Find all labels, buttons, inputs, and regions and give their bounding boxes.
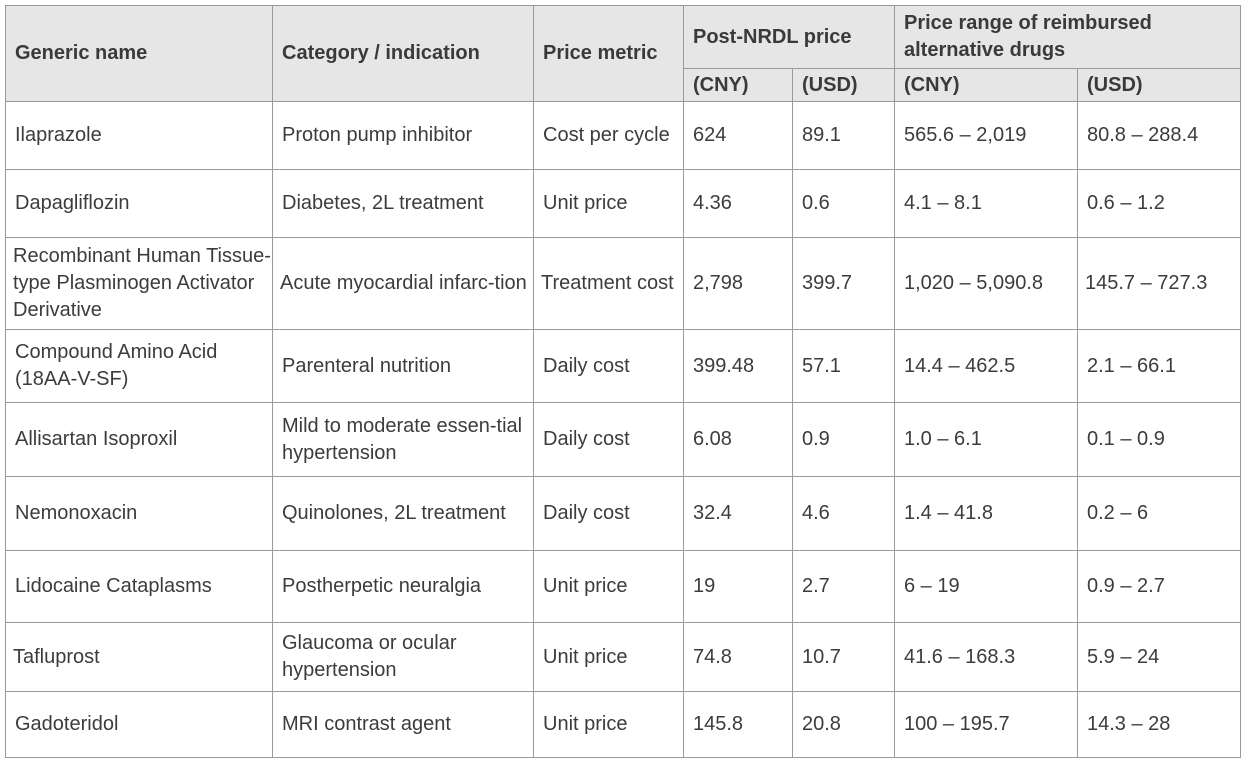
cell-price-metric: Daily cost (533, 329, 684, 403)
cell-price-metric: Unit price (533, 550, 684, 623)
cell-price-metric: Unit price (533, 691, 684, 758)
cell-alt-usd: 0.2 – 6 (1077, 476, 1241, 551)
header-category: Category / indication (272, 5, 534, 102)
cell-alt-usd: 5.9 – 24 (1077, 622, 1241, 692)
drug-price-table: Generic name Category / indication Price… (5, 5, 1241, 758)
cell-category: Mild to moderate essen-tial hypertension (272, 402, 534, 477)
cell-alt-cny: 100 – 195.7 (894, 691, 1078, 758)
cell-post-usd: 89.1 (792, 101, 895, 170)
table-row: Allisartan Isoproxil Mild to moderate es… (5, 402, 1241, 477)
cell-post-usd: 2.7 (792, 550, 895, 623)
cell-category: Proton pump inhibitor (272, 101, 534, 170)
table-row: Lidocaine Cataplasms Postherpetic neural… (5, 550, 1241, 623)
cell-post-cny: 399.48 (683, 329, 793, 403)
cell-alt-cny: 565.6 – 2,019 (894, 101, 1078, 170)
header-alt-cny: (CNY) (894, 68, 1078, 102)
cell-generic-name: Compound Amino Acid (18AA-V-SF) (5, 329, 273, 403)
header-alt-usd: (USD) (1077, 68, 1241, 102)
cell-post-cny: 145.8 (683, 691, 793, 758)
table-row: Tafluprost Glaucoma or ocular hypertensi… (5, 622, 1241, 692)
cell-generic-name: Lidocaine Cataplasms (5, 550, 273, 623)
table-row: Dapagliflozin Diabetes, 2L treatment Uni… (5, 169, 1241, 238)
cell-alt-usd: 0.1 – 0.9 (1077, 402, 1241, 477)
table-row: Compound Amino Acid (18AA-V-SF) Parenter… (5, 329, 1241, 403)
header-price-metric: Price metric (533, 5, 684, 102)
cell-price-metric: Daily cost (533, 402, 684, 477)
cell-post-usd: 20.8 (792, 691, 895, 758)
cell-price-metric: Unit price (533, 622, 684, 692)
cell-alt-usd: 80.8 – 288.4 (1077, 101, 1241, 170)
cell-post-cny: 74.8 (683, 622, 793, 692)
cell-post-usd: 4.6 (792, 476, 895, 551)
cell-alt-usd: 145.7 – 727.3 (1077, 237, 1241, 330)
cell-alt-usd: 14.3 – 28 (1077, 691, 1241, 758)
cell-alt-cny: 14.4 – 462.5 (894, 329, 1078, 403)
header-generic-name: Generic name (5, 5, 273, 102)
cell-post-usd: 0.9 (792, 402, 895, 477)
cell-alt-usd: 2.1 – 66.1 (1077, 329, 1241, 403)
cell-post-usd: 57.1 (792, 329, 895, 403)
cell-generic-name: Tafluprost (5, 622, 273, 692)
table-row: Ilaprazole Proton pump inhibitor Cost pe… (5, 101, 1241, 170)
cell-alt-cny: 4.1 – 8.1 (894, 169, 1078, 238)
cell-generic-name: Recombinant Human Tissue-type Plasminoge… (5, 237, 273, 330)
cell-alt-cny: 1.0 – 6.1 (894, 402, 1078, 477)
cell-generic-name: Ilaprazole (5, 101, 273, 170)
cell-post-cny: 6.08 (683, 402, 793, 477)
cell-price-metric: Cost per cycle (533, 101, 684, 170)
cell-generic-name: Dapagliflozin (5, 169, 273, 238)
cell-price-metric: Daily cost (533, 476, 684, 551)
cell-category: Diabetes, 2L treatment (272, 169, 534, 238)
cell-price-metric: Treatment cost (533, 237, 684, 330)
cell-post-usd: 10.7 (792, 622, 895, 692)
table-row: Gadoteridol MRI contrast agent Unit pric… (5, 691, 1241, 758)
cell-post-usd: 399.7 (792, 237, 895, 330)
cell-category: Glaucoma or ocular hypertension (272, 622, 534, 692)
cell-price-metric: Unit price (533, 169, 684, 238)
cell-alt-cny: 6 – 19 (894, 550, 1078, 623)
cell-generic-name: Nemonoxacin (5, 476, 273, 551)
cell-category: Acute myocardial infarc-tion (272, 237, 534, 330)
cell-post-cny: 32.4 (683, 476, 793, 551)
cell-category: Parenteral nutrition (272, 329, 534, 403)
table-row: Recombinant Human Tissue-type Plasminoge… (5, 237, 1241, 330)
cell-generic-name: Allisartan Isoproxil (5, 402, 273, 477)
cell-alt-usd: 0.6 – 1.2 (1077, 169, 1241, 238)
header-alternative-price-range: Price range of reimbursed alternative dr… (894, 5, 1241, 69)
table-row: Nemonoxacin Quinolones, 2L treatment Dai… (5, 476, 1241, 551)
cell-alt-usd: 0.9 – 2.7 (1077, 550, 1241, 623)
cell-post-cny: 19 (683, 550, 793, 623)
cell-category: MRI contrast agent (272, 691, 534, 758)
cell-post-cny: 2,798 (683, 237, 793, 330)
cell-generic-name: Gadoteridol (5, 691, 273, 758)
header-post-usd: (USD) (792, 68, 895, 102)
cell-alt-cny: 41.6 – 168.3 (894, 622, 1078, 692)
header-post-nrdl-price: Post-NRDL price (683, 5, 895, 69)
cell-alt-cny: 1.4 – 41.8 (894, 476, 1078, 551)
cell-alt-cny: 1,020 – 5,090.8 (894, 237, 1078, 330)
cell-post-usd: 0.6 (792, 169, 895, 238)
header-post-cny: (CNY) (683, 68, 793, 102)
cell-category: Postherpetic neuralgia (272, 550, 534, 623)
cell-category: Quinolones, 2L treatment (272, 476, 534, 551)
cell-post-cny: 624 (683, 101, 793, 170)
cell-post-cny: 4.36 (683, 169, 793, 238)
